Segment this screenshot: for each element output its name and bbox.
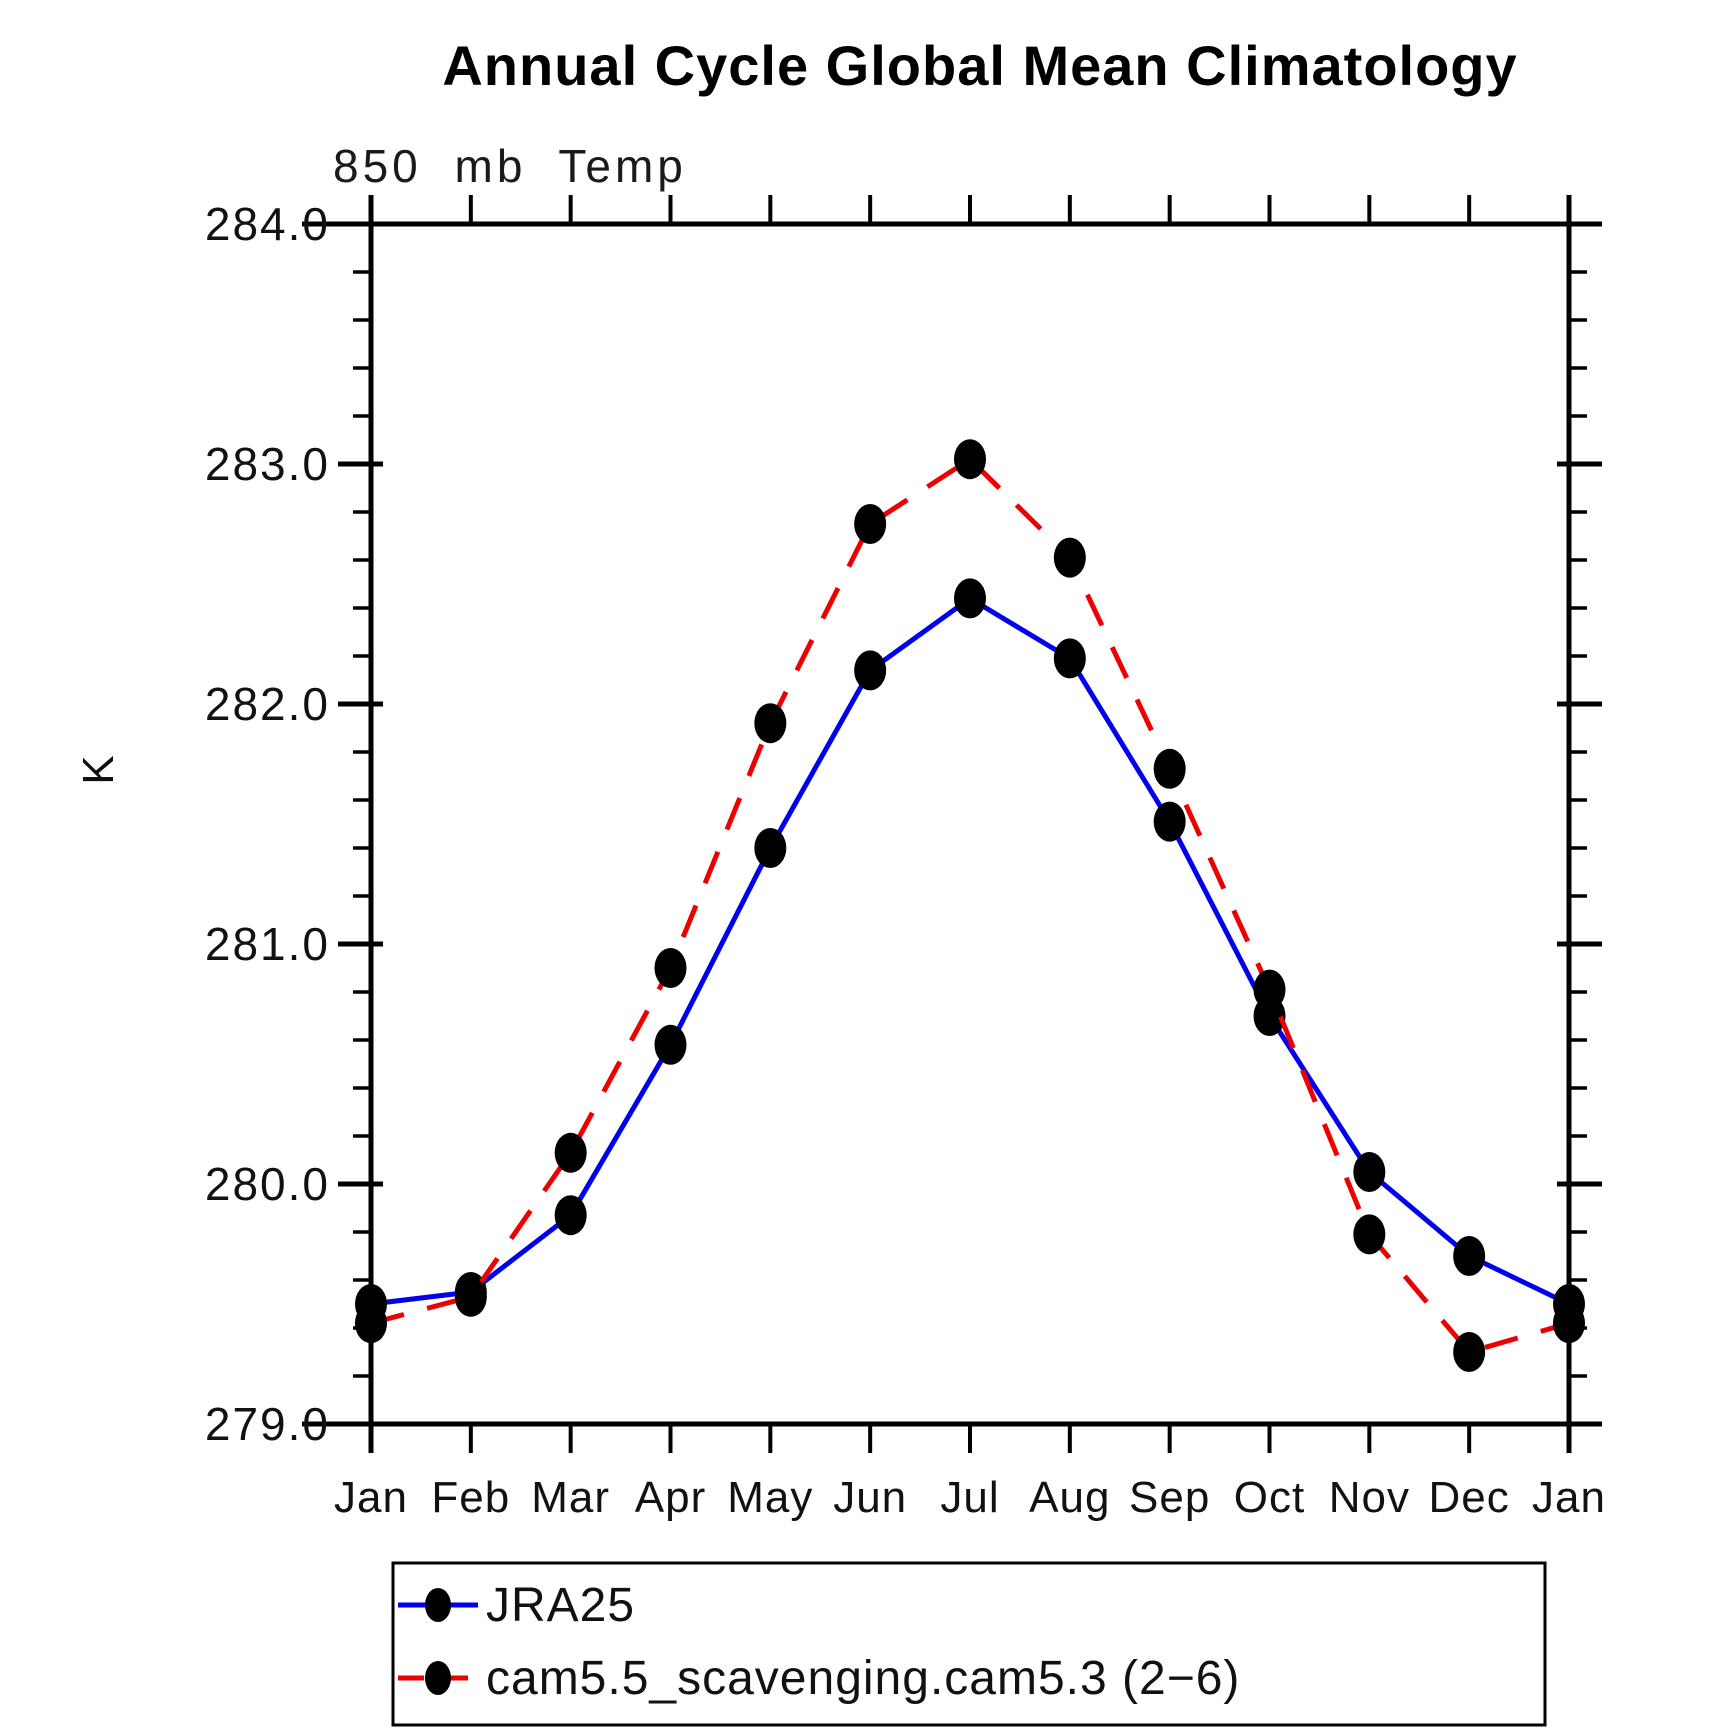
y-tick-label: 283.0 — [205, 438, 330, 490]
y-tick-label: 279.0 — [205, 1398, 330, 1450]
data-point-marker — [654, 1024, 687, 1065]
legend-sample-marker — [425, 1588, 451, 1622]
legend-item-label: JRA25 — [486, 1579, 635, 1632]
data-point-marker — [1453, 1332, 1486, 1372]
data-point-marker — [1053, 638, 1086, 679]
data-point-marker — [1253, 969, 1286, 1010]
x-tick-label: Aug — [1029, 1473, 1110, 1522]
data-point-marker — [1353, 1152, 1386, 1192]
data-point-marker — [1353, 1214, 1386, 1255]
x-tick-label: Jun — [833, 1473, 907, 1522]
x-tick-label: May — [727, 1473, 813, 1522]
data-point-marker — [754, 828, 787, 868]
data-point-marker — [854, 504, 887, 544]
data-point-marker — [554, 1132, 587, 1173]
x-tick-label: Feb — [431, 1473, 510, 1522]
data-point-marker — [1453, 1236, 1486, 1276]
data-point-marker — [654, 948, 687, 988]
data-point-marker — [554, 1195, 587, 1236]
x-tick-label: Oct — [1234, 1473, 1305, 1522]
x-tick-label: Jul — [940, 1473, 999, 1522]
y-tick-label: 281.0 — [205, 918, 330, 970]
x-tick-label: Nov — [1329, 1473, 1410, 1522]
x-tick-label: Mar — [531, 1473, 610, 1522]
data-point-marker — [954, 439, 986, 480]
legend-sample-marker — [425, 1661, 451, 1695]
data-point-marker — [1053, 537, 1086, 578]
chart-subtitle: 850 mb Temp — [333, 140, 687, 192]
data-point-marker — [355, 1303, 387, 1344]
y-axis-title: K — [74, 755, 123, 784]
data-point-marker — [454, 1276, 487, 1317]
data-point-marker — [1153, 801, 1186, 842]
data-point-marker — [854, 650, 887, 691]
x-tick-label: Apr — [635, 1473, 706, 1522]
y-tick-label: 280.0 — [205, 1158, 330, 1210]
x-tick-label: Dec — [1429, 1473, 1510, 1522]
legend-item-label: cam5.5_scavenging.cam5.3 (2−6) — [486, 1652, 1240, 1705]
x-tick-label: Sep — [1129, 1473, 1210, 1522]
plot-area: Jan Feb Mar Apr May Jun Jul Aug Sep Oct Nov Dec Jan2… — [205, 195, 1606, 1727]
chart-title: Annual Cycle Global Mean Climatology — [442, 34, 1517, 97]
data-point-marker — [1153, 748, 1186, 789]
x-tick-label: Jan — [334, 1473, 408, 1522]
y-tick-label: 284.0 — [205, 198, 330, 250]
x-tick-label: Jan — [1532, 1473, 1606, 1522]
legend-box — [391, 1561, 1547, 1727]
data-point-marker — [754, 703, 787, 744]
y-tick-label: 282.0 — [205, 678, 330, 730]
data-point-marker — [1553, 1303, 1585, 1344]
series-line-JRA25 — [370, 595, 1571, 1307]
data-point-marker — [954, 578, 986, 619]
